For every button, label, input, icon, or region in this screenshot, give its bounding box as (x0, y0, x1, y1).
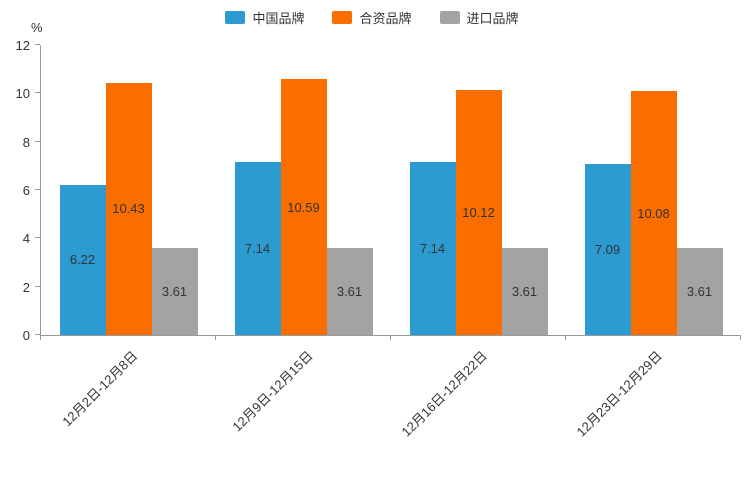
plot-grid: 6.22 10.43 3.61 7.14 10.59 3.61 7.14 10.12 3.61 7… (40, 45, 741, 336)
x-tick-mark (565, 335, 566, 340)
bar-group-3: 7.14 10.12 3.61 (391, 90, 566, 335)
bar-value-label: 3.61 (336, 283, 363, 299)
bar-series-2-cat-1: 10.43 (105, 82, 152, 335)
y-tick-mark (35, 189, 40, 190)
legend-label: 合资品牌 (359, 11, 412, 26)
y-axis: 0 2 4 6 8 10 12 (0, 38, 40, 343)
legend: 中国品牌 合资品牌 进口品牌 (0, 8, 744, 27)
x-axis-labels: 12月2日-12月8日 12月9日-12月15日 12月16日-12月22日 12月2… (40, 336, 740, 476)
legend-label: 进口品牌 (466, 11, 519, 26)
bar-value-label: 10.12 (462, 205, 495, 221)
legend-item-2[interactable]: 合资品牌 (332, 8, 412, 27)
y-tick-label: 6 (22, 183, 30, 198)
bar-value-label: 3.61 (161, 283, 188, 299)
bar-group-1: 6.22 10.43 3.61 (41, 82, 216, 335)
y-tick-mark (35, 334, 40, 335)
y-tick-label: 12 (15, 38, 30, 53)
bar-series-1-cat-4: 7.09 (584, 163, 631, 335)
bar-series-3-cat-1: 3.61 (151, 247, 198, 335)
legend-label: 中国品牌 (252, 11, 305, 26)
bar-value-label: 10.59 (287, 199, 320, 215)
bar-value-label: 10.43 (112, 201, 145, 217)
x-tick-mark (390, 335, 391, 340)
x-tick-mark (215, 335, 216, 340)
y-tick-label: 2 (22, 279, 30, 295)
x-tick-label: 12月2日-12月8日 (59, 348, 141, 430)
bar-series-3-cat-4: 3.61 (676, 247, 723, 335)
y-tick-label: 10 (15, 86, 30, 102)
bar-value-label: 7.09 (594, 241, 621, 257)
y-tick-mark (35, 44, 40, 45)
x-tick-label: 12月23日-12月29日 (573, 348, 666, 440)
x-tick-mark (40, 335, 41, 340)
x-tick-label: 12月9日-12月15日 (228, 348, 316, 435)
y-tick-mark (35, 285, 40, 287)
bar-series-3-cat-3: 3.61 (501, 247, 548, 335)
bar-series-3-cat-2: 3.61 (326, 247, 373, 335)
y-tick-mark (35, 237, 40, 239)
bar-value-label: 3.61 (686, 283, 713, 299)
y-tick-label: 4 (22, 231, 30, 247)
bar-series-1-cat-3: 7.14 (409, 162, 456, 335)
y-tick-label: 8 (22, 134, 30, 150)
bar-series-1-cat-1: 6.22 (59, 184, 106, 335)
bar-series-2-cat-4: 10.08 (630, 91, 677, 335)
y-tick-mark (35, 92, 40, 94)
bar-series-2-cat-2: 10.59 (280, 79, 327, 335)
bar-group-4: 7.09 10.08 3.61 (566, 91, 741, 335)
bar-value-label: 7.14 (244, 241, 271, 257)
bar-value-label: 7.14 (419, 241, 446, 257)
legend-marker-icon (332, 11, 353, 24)
legend-marker-icon (439, 11, 460, 24)
bar-group-2: 7.14 10.59 3.61 (216, 79, 391, 335)
bar-series-1-cat-2: 7.14 (234, 162, 281, 335)
x-tick-mark (740, 335, 741, 340)
bar-value-label: 3.61 (511, 283, 538, 299)
y-axis-unit-label: % (31, 20, 43, 35)
bar-value-label: 6.22 (69, 252, 96, 268)
x-axis (40, 335, 741, 341)
y-tick-label: 0 (22, 328, 30, 343)
legend-marker-icon (225, 11, 246, 24)
bar-value-label: 10.08 (637, 205, 670, 221)
y-tick-mark (35, 140, 40, 142)
bar-series-2-cat-3: 10.12 (455, 90, 502, 335)
x-tick-label: 12月16日-12月22日 (398, 348, 491, 440)
legend-item-3[interactable]: 进口品牌 (439, 8, 519, 27)
legend-item-1[interactable]: 中国品牌 (225, 8, 304, 27)
